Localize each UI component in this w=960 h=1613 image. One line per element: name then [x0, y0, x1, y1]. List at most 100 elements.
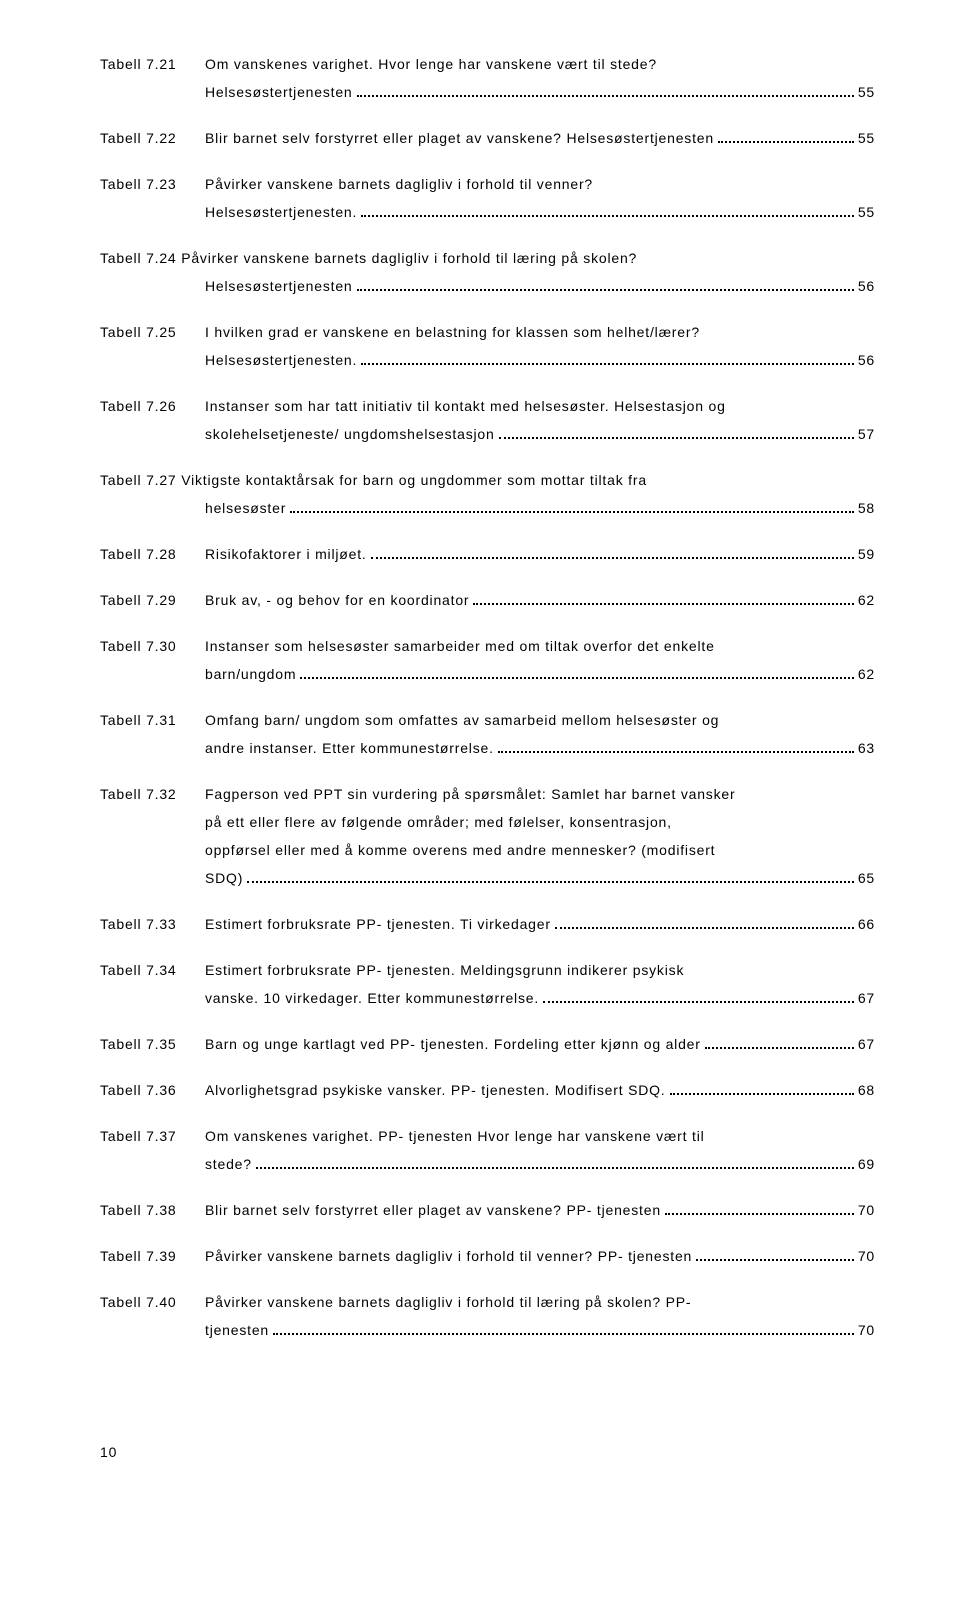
- toc-text: skolehelsetjeneste/ ungdomshelsestasjon: [205, 420, 495, 448]
- leader-dots: [273, 1322, 854, 1335]
- toc-entry: Tabell 7.39Påvirker vanskene barnets dag…: [100, 1242, 875, 1270]
- leader-dots: [670, 1082, 854, 1095]
- toc-label: Tabell 7.36: [100, 1076, 205, 1104]
- toc-text: andre instanser. Etter kommunestørrelse.: [205, 734, 494, 762]
- toc-entry: Tabell 7.25I hvilken grad er vanskene en…: [100, 318, 875, 374]
- toc-label: Tabell 7.28: [100, 540, 205, 568]
- toc-text: Estimert forbruksrate PP- tjenesten. Mel…: [205, 956, 684, 984]
- leader-dots: [357, 84, 854, 97]
- toc-text: Helsesøstertjenesten.: [205, 198, 357, 226]
- toc-page: 57: [858, 420, 875, 448]
- toc-page: 59: [858, 540, 875, 568]
- leader-dots: [665, 1202, 854, 1215]
- toc-page: 66: [858, 910, 875, 938]
- toc-label: Tabell 7.25: [100, 318, 205, 346]
- toc-entry: Tabell 7.26Instanser som har tatt initia…: [100, 392, 875, 448]
- toc-text: tjenesten: [205, 1316, 269, 1344]
- toc-text: Barn og unge kartlagt ved PP- tjenesten.…: [205, 1030, 701, 1058]
- toc-entry: Tabell 7.24 Påvirker vanskene barnets da…: [100, 244, 875, 300]
- leader-dots: [543, 990, 854, 1003]
- toc-entry: Tabell 7.27 Viktigste kontaktårsak for b…: [100, 466, 875, 522]
- toc-page: 55: [858, 124, 875, 152]
- leader-dots: [371, 546, 854, 559]
- toc-entry: Tabell 7.36Alvorlighetsgrad psykiske van…: [100, 1076, 875, 1104]
- leader-dots: [473, 592, 853, 605]
- toc-text: Helsesøstertjenesten: [205, 272, 353, 300]
- toc-page: 55: [858, 78, 875, 106]
- toc-page: 55: [858, 198, 875, 226]
- leader-dots: [498, 740, 854, 753]
- toc-text: vanske. 10 virkedager. Etter kommunestør…: [205, 984, 539, 1012]
- leader-dots: [696, 1248, 854, 1261]
- toc-label: Tabell 7.38: [100, 1196, 205, 1224]
- toc-text: stede?: [205, 1150, 252, 1178]
- toc-page: 70: [858, 1316, 875, 1344]
- toc-text: Instanser som helsesøster samarbeider me…: [205, 632, 715, 660]
- toc-label: Tabell 7.40: [100, 1288, 205, 1316]
- toc-page: 65: [858, 864, 875, 892]
- toc-text: Tabell 7.24 Påvirker vanskene barnets da…: [100, 244, 637, 272]
- toc-page: 56: [858, 272, 875, 300]
- toc-text: SDQ): [205, 864, 243, 892]
- toc-text: på ett eller flere av følgende områder; …: [205, 808, 672, 836]
- toc-text: helsesøster: [205, 494, 286, 522]
- leader-dots: [499, 426, 854, 439]
- toc-page: 62: [858, 586, 875, 614]
- toc-label: Tabell 7.30: [100, 632, 205, 660]
- leader-dots: [256, 1156, 854, 1169]
- toc-page: 67: [858, 984, 875, 1012]
- toc-text: Om vanskenes varighet. Hvor lenge har va…: [205, 50, 657, 78]
- toc-label: Tabell 7.23: [100, 170, 205, 198]
- toc-label: Tabell 7.33: [100, 910, 205, 938]
- toc-label: Tabell 7.37: [100, 1122, 205, 1150]
- toc-text: Helsesøstertjenesten: [205, 78, 353, 106]
- toc-label: Tabell 7.34: [100, 956, 205, 984]
- toc-entry: Tabell 7.22Blir barnet selv forstyrret e…: [100, 124, 875, 152]
- toc-text: Påvirker vanskene barnets dagligliv i fo…: [205, 1288, 691, 1316]
- toc-label: Tabell 7.22: [100, 124, 205, 152]
- table-of-contents: Tabell 7.21Om vanskenes varighet. Hvor l…: [100, 50, 875, 1344]
- toc-text: Tabell 7.27 Viktigste kontaktårsak for b…: [100, 466, 647, 494]
- toc-page: 58: [858, 494, 875, 522]
- toc-entry: Tabell 7.29Bruk av, - og behov for en ko…: [100, 586, 875, 614]
- toc-text: Estimert forbruksrate PP- tjenesten. Ti …: [205, 910, 551, 938]
- toc-entry: Tabell 7.33Estimert forbruksrate PP- tje…: [100, 910, 875, 938]
- toc-label: Tabell 7.26: [100, 392, 205, 420]
- leader-dots: [247, 870, 854, 883]
- toc-page: 56: [858, 346, 875, 374]
- toc-text: Alvorlighetsgrad psykiske vansker. PP- t…: [205, 1076, 666, 1104]
- leader-dots: [300, 666, 854, 679]
- toc-page: 69: [858, 1150, 875, 1178]
- leader-dots: [705, 1036, 854, 1049]
- toc-entry: Tabell 7.21Om vanskenes varighet. Hvor l…: [100, 50, 875, 106]
- toc-entry: Tabell 7.32Fagperson ved PPT sin vurderi…: [100, 780, 875, 892]
- leader-dots: [357, 278, 854, 291]
- toc-text: Blir barnet selv forstyrret eller plaget…: [205, 1196, 661, 1224]
- toc-page: 70: [858, 1242, 875, 1270]
- toc-text: oppførsel eller med å komme overens med …: [205, 836, 715, 864]
- toc-entry: Tabell 7.35Barn og unge kartlagt ved PP-…: [100, 1030, 875, 1058]
- toc-label: Tabell 7.21: [100, 50, 205, 78]
- toc-entry: Tabell 7.40Påvirker vanskene barnets dag…: [100, 1288, 875, 1344]
- toc-text: Risikofaktorer i miljøet.: [205, 540, 367, 568]
- toc-text: Påvirker vanskene barnets dagligliv i fo…: [205, 170, 593, 198]
- toc-label: Tabell 7.32: [100, 780, 205, 808]
- toc-text: I hvilken grad er vanskene en belastning…: [205, 318, 700, 346]
- toc-text: Bruk av, - og behov for en koordinator: [205, 586, 469, 614]
- toc-page: 70: [858, 1196, 875, 1224]
- toc-page: 67: [858, 1030, 875, 1058]
- leader-dots: [290, 500, 854, 513]
- toc-text: Påvirker vanskene barnets dagligliv i fo…: [205, 1242, 692, 1270]
- toc-label: Tabell 7.29: [100, 586, 205, 614]
- toc-label: Tabell 7.31: [100, 706, 205, 734]
- toc-page: 68: [858, 1076, 875, 1104]
- toc-label: Tabell 7.39: [100, 1242, 205, 1270]
- toc-entry: Tabell 7.30Instanser som helsesøster sam…: [100, 632, 875, 688]
- leader-dots: [361, 204, 854, 217]
- toc-entry: Tabell 7.38Blir barnet selv forstyrret e…: [100, 1196, 875, 1224]
- toc-page: 62: [858, 660, 875, 688]
- toc-label: Tabell 7.35: [100, 1030, 205, 1058]
- toc-entry: Tabell 7.23Påvirker vanskene barnets dag…: [100, 170, 875, 226]
- toc-entry: Tabell 7.28 Risikofaktorer i miljøet. 59: [100, 540, 875, 568]
- toc-text: barn/ungdom: [205, 660, 296, 688]
